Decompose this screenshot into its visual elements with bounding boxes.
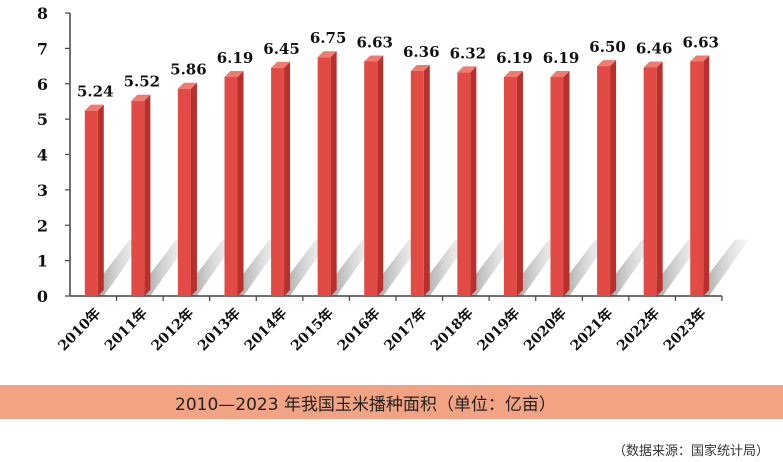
x-tick-label: 2023年 bbox=[660, 305, 709, 354]
y-tick-label: 4 bbox=[37, 146, 48, 165]
bar-top bbox=[364, 55, 384, 62]
y-tick-label: 2 bbox=[37, 216, 48, 235]
source-note: （数据来源：国家统计局） bbox=[612, 444, 769, 459]
bar-side bbox=[470, 66, 477, 297]
bar bbox=[224, 71, 244, 296]
x-tick-label: 2014年 bbox=[241, 305, 290, 354]
x-tick-label: 2018年 bbox=[427, 305, 476, 354]
bar bbox=[643, 61, 663, 296]
bar-front bbox=[364, 61, 378, 297]
bar bbox=[317, 51, 337, 296]
bar-chart: 0 1 2 3 4 5 6 7 8 5.24 2010年 5.52 2011年 5.86 2012年 6.1… bbox=[37, 4, 750, 354]
data-label: 5.86 bbox=[170, 61, 207, 79]
bar-side bbox=[330, 51, 337, 296]
bar-top bbox=[131, 94, 151, 101]
bar-top bbox=[503, 71, 523, 78]
chart-caption: 2010—2023 年我国玉米播种面积（单位：亿亩） bbox=[175, 394, 556, 415]
bar bbox=[690, 55, 710, 297]
bar-front bbox=[597, 66, 611, 296]
bar-side bbox=[563, 71, 570, 296]
y-tick-label: 1 bbox=[37, 252, 48, 271]
bar-front bbox=[271, 67, 285, 296]
bar-front bbox=[643, 67, 657, 296]
bar-top bbox=[690, 55, 710, 62]
bar-top bbox=[597, 60, 617, 67]
bar-top bbox=[224, 71, 244, 78]
data-label: 5.52 bbox=[124, 73, 161, 91]
bar bbox=[131, 94, 151, 296]
y-tick-label: 3 bbox=[37, 181, 48, 200]
bar-side bbox=[97, 104, 104, 296]
bar bbox=[271, 61, 291, 296]
bar-side bbox=[284, 61, 291, 296]
bar-top bbox=[317, 51, 337, 58]
bar-side bbox=[703, 55, 710, 297]
bar-front bbox=[84, 110, 98, 296]
data-label: 6.19 bbox=[543, 49, 580, 67]
x-tick-label: 2022年 bbox=[613, 305, 662, 354]
bar-side bbox=[144, 94, 151, 296]
bar-front bbox=[503, 77, 517, 296]
x-tick-label: 2015年 bbox=[287, 305, 336, 354]
bar bbox=[177, 82, 197, 296]
data-label: 5.24 bbox=[77, 83, 114, 101]
bar-front bbox=[131, 100, 145, 296]
y-tick-label: 5 bbox=[37, 110, 48, 129]
bar-side bbox=[516, 71, 523, 296]
bar bbox=[503, 71, 523, 296]
bar-front bbox=[410, 71, 424, 296]
bar-top bbox=[643, 61, 663, 68]
data-label: 6.32 bbox=[450, 44, 487, 62]
bar-side bbox=[377, 55, 384, 297]
bar-side bbox=[237, 71, 244, 296]
x-tick-label: 2012年 bbox=[148, 305, 197, 354]
data-label: 6.36 bbox=[403, 43, 440, 61]
bar bbox=[550, 71, 570, 296]
y-tick-label: 7 bbox=[37, 39, 48, 58]
caption-band: 2010—2023 年我国玉米播种面积（单位：亿亩） bbox=[0, 385, 783, 419]
x-tick-label: 2020年 bbox=[520, 305, 569, 354]
data-label: 6.19 bbox=[217, 49, 254, 67]
data-label: 6.63 bbox=[356, 33, 393, 51]
bar bbox=[84, 104, 104, 296]
bar-top bbox=[457, 66, 477, 73]
bar-side bbox=[610, 60, 617, 296]
bar-front bbox=[457, 72, 471, 297]
bar-top bbox=[271, 61, 291, 68]
bar bbox=[457, 66, 477, 297]
bar bbox=[364, 55, 384, 297]
x-tick-label: 2016年 bbox=[334, 305, 383, 354]
y-tick-label: 8 bbox=[37, 4, 48, 23]
bar-top bbox=[177, 82, 197, 89]
data-label: 6.63 bbox=[682, 33, 719, 51]
bar-front bbox=[690, 61, 704, 297]
y-tick-label: 6 bbox=[37, 75, 48, 94]
bar-front bbox=[317, 57, 331, 296]
x-tick-label: 2021年 bbox=[567, 305, 616, 354]
data-label: 6.75 bbox=[310, 29, 347, 47]
x-tick-label: 2017年 bbox=[381, 305, 430, 354]
x-tick-label: 2019年 bbox=[474, 305, 523, 354]
bar-front bbox=[550, 77, 564, 296]
x-tick-label: 2010年 bbox=[55, 305, 104, 354]
data-label: 6.50 bbox=[589, 38, 626, 56]
y-tick-label: 0 bbox=[37, 287, 48, 306]
bar-side bbox=[656, 61, 663, 296]
bar-top bbox=[410, 65, 430, 72]
bar-front bbox=[177, 88, 191, 296]
x-tick-label: 2011年 bbox=[101, 305, 150, 354]
bar-top bbox=[550, 71, 570, 78]
data-label: 6.45 bbox=[263, 40, 300, 58]
bar-front bbox=[224, 77, 238, 296]
bar-side bbox=[190, 82, 197, 296]
bar-top bbox=[84, 104, 104, 111]
bar bbox=[410, 65, 430, 296]
bar bbox=[597, 60, 617, 296]
bar-side bbox=[423, 65, 430, 296]
x-tick-label: 2013年 bbox=[194, 305, 243, 354]
data-label: 6.46 bbox=[636, 39, 673, 57]
data-label: 6.19 bbox=[496, 49, 533, 67]
